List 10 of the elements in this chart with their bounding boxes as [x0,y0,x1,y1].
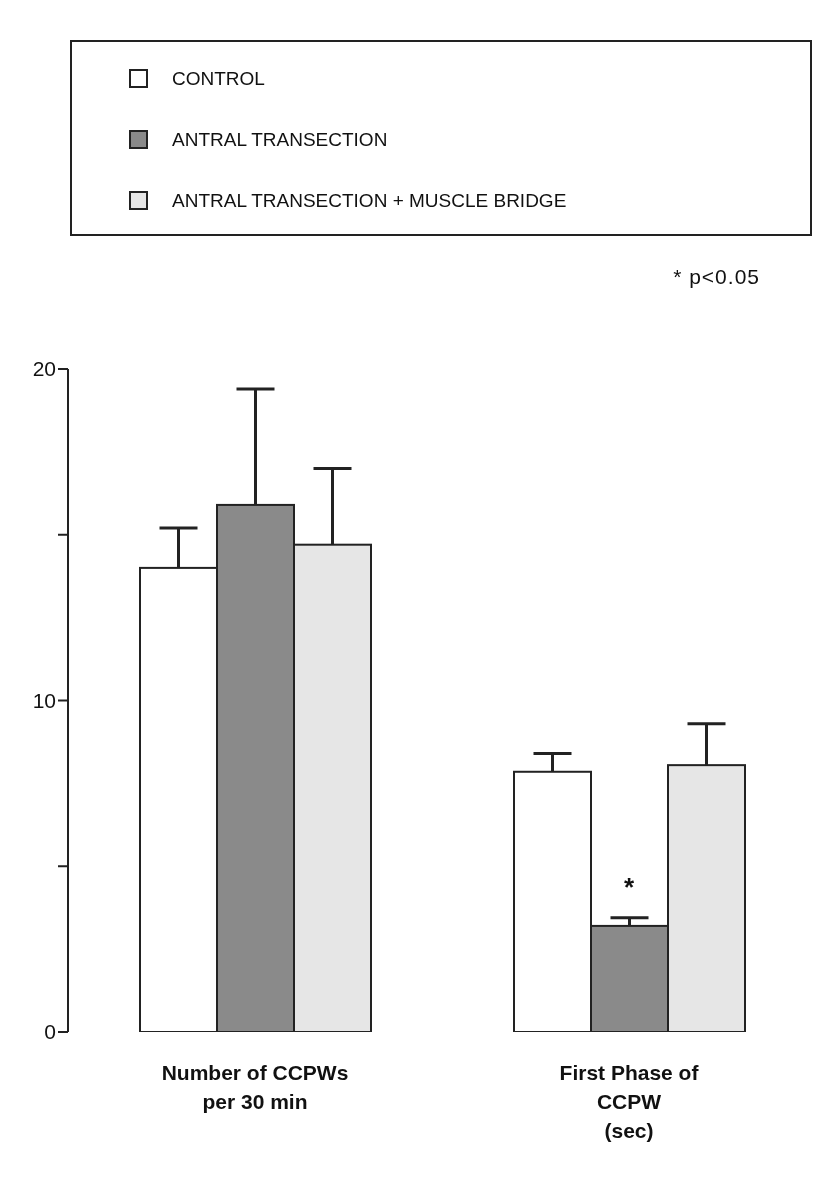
x-tick-label: Number of CCPWs per 30 min [161,1061,349,1113]
y-tick-label: 0 [44,1020,56,1044]
legend-label: ANTRAL TRANSECTION + MUSCLE BRIDGE [172,189,567,212]
legend-label: CONTROL [172,67,265,90]
legend-label: ANTRAL TRANSECTION [172,128,388,151]
text: * p<0.05 [673,265,760,289]
y-tick-label: 10 [32,688,56,712]
annotation: * [623,871,635,902]
y-tick-label: 20 [32,357,56,381]
x-tick-label: First Phase of CCPW (sec) [559,1061,700,1142]
